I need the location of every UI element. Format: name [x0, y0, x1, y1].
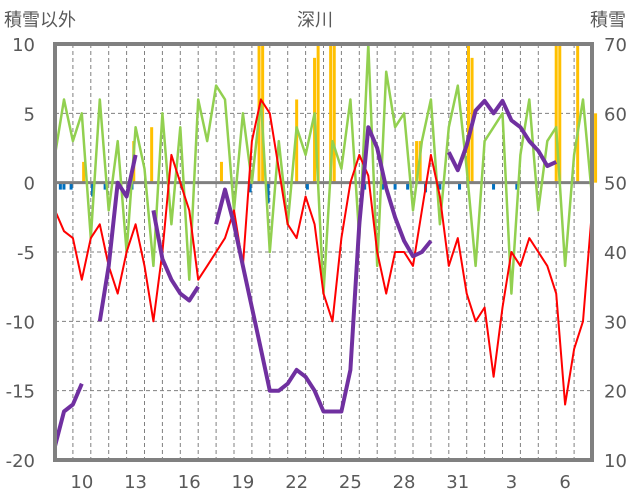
precip-bar: [594, 113, 598, 183]
negative-bar: [58, 182, 62, 190]
precip-bar: [576, 44, 580, 183]
negative-bar: [266, 182, 270, 204]
right-tick-label: 70: [604, 35, 627, 56]
x-tick-label: 28: [393, 472, 416, 493]
x-tick-label: 16: [178, 472, 201, 493]
precip-bar: [219, 161, 223, 183]
precip-bar: [466, 44, 470, 183]
negative-bar: [406, 182, 410, 190]
precip-bar: [150, 127, 154, 183]
left-tick-label: 10: [12, 35, 35, 56]
series-snow-line: [53, 98, 558, 447]
left-tick-label: -10: [6, 312, 35, 333]
left-tick-label: 0: [24, 174, 35, 195]
negative-bar: [381, 182, 385, 190]
negative-bar: [69, 182, 73, 190]
chart-title: 深川: [297, 10, 333, 31]
right-tick-label: 60: [604, 104, 627, 125]
x-tick-label: 19: [231, 472, 254, 493]
negative-bar: [62, 182, 66, 190]
right-tick-label: 40: [604, 243, 627, 264]
negative-bar: [515, 182, 519, 190]
left-axis-title: 積雪以外: [4, 10, 76, 31]
negative-bar: [305, 182, 309, 190]
precip-bar: [332, 44, 336, 183]
negative-bar: [248, 182, 252, 193]
precip-bar: [415, 141, 419, 183]
x-tick-label: 6: [559, 472, 570, 493]
x-tick-label: 10: [70, 472, 93, 493]
precip-bar: [329, 44, 333, 183]
negative-bar: [393, 182, 397, 190]
left-tick-label: 5: [24, 104, 35, 125]
right-tick-label: 10: [604, 451, 627, 472]
precip-bar: [316, 44, 320, 183]
left-tick-label: -20: [6, 451, 35, 472]
negative-bar: [458, 182, 462, 190]
negative-bar: [91, 182, 95, 197]
right-tick-label: 50: [604, 174, 627, 195]
negative-bar: [103, 182, 107, 190]
precip-bar: [558, 44, 562, 183]
plot-frame: [53, 42, 594, 462]
x-tick-label: 22: [285, 472, 308, 493]
right-tick-label: 20: [604, 382, 627, 403]
precip-bar: [295, 99, 299, 183]
x-tick-label: 25: [339, 472, 362, 493]
right-axis-title: 積雪: [590, 10, 626, 31]
series-temperature-line: [54, 98, 593, 406]
left-tick-label: -15: [6, 382, 35, 403]
precip-bar: [82, 161, 86, 183]
negative-bar: [492, 182, 496, 190]
x-tick-label: 3: [506, 472, 517, 493]
left-tick-label: -5: [17, 243, 35, 264]
precip-bar: [554, 44, 558, 183]
right-tick-label: 30: [604, 312, 627, 333]
x-tick-label: 13: [124, 472, 147, 493]
x-tick-label: 31: [446, 472, 469, 493]
negative-bar: [438, 182, 442, 190]
